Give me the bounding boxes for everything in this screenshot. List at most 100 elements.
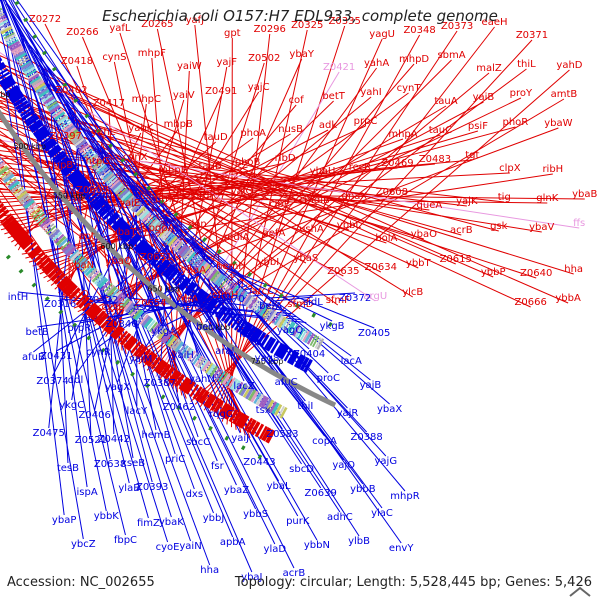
forward-gene-label[interactable]: ybaN [68, 260, 94, 271]
forward-gene-label[interactable]: ybbL [337, 220, 362, 231]
forward-gene-label[interactable]: Z0348 [403, 25, 435, 36]
forward-gene-label[interactable]: yafL [109, 23, 131, 34]
forward-gene-label[interactable]: ybaT [112, 227, 137, 238]
reverse-gene-label[interactable]: sbcD [289, 464, 314, 475]
reverse-gene-label[interactable]: yagQ [277, 325, 303, 336]
forward-gene-label[interactable]: hupB [47, 160, 73, 171]
forward-gene-label[interactable]: tauD [204, 132, 228, 143]
forward-gene-label[interactable]: clpP [269, 199, 290, 210]
forward-gene-label[interactable]: sfmD [287, 299, 313, 310]
reverse-gene-label[interactable]: ykgA [151, 326, 176, 337]
reverse-gene-label[interactable]: priC [165, 454, 185, 465]
forward-gene-label[interactable]: apt [78, 231, 94, 242]
forward-gene-label[interactable]: yajQ [231, 186, 254, 197]
reverse-gene-label[interactable]: Z0372 [339, 293, 371, 304]
forward-gene-label[interactable]: ybbA [555, 293, 581, 304]
reverse-gene-label[interactable]: Z0406 [79, 410, 111, 421]
forward-gene-label[interactable]: pgpA [149, 223, 175, 234]
forward-gene-label[interactable]: yaiV [173, 90, 195, 101]
reverse-gene-label[interactable]: sbcC [186, 437, 210, 448]
reverse-gene-label[interactable]: ybaP [52, 515, 76, 526]
forward-gene-label[interactable]: ybbI [258, 257, 280, 268]
reverse-gene-label[interactable]: mhpR [390, 491, 419, 502]
reverse-gene-label[interactable]: araJ [215, 346, 234, 357]
reverse-gene-label[interactable]: Z0346 [105, 319, 137, 330]
forward-gene-label[interactable]: Z0418 [61, 56, 93, 67]
forward-gene-label[interactable]: thiL [517, 59, 536, 70]
reverse-gene-label[interactable]: Z0475 [33, 428, 65, 439]
forward-gene-label[interactable]: hemH [216, 261, 246, 272]
forward-gene-label[interactable]: Z0502 [248, 53, 280, 64]
reverse-gene-label[interactable]: dxs [186, 489, 203, 500]
forward-gene-label[interactable]: tauC [429, 125, 452, 136]
reverse-gene-label[interactable]: Z0374 [36, 376, 68, 387]
forward-gene-label[interactable]: Z0325 [291, 20, 323, 31]
reverse-gene-label[interactable]: yajB [360, 380, 382, 391]
forward-gene-label[interactable]: ybbT [406, 258, 432, 269]
reverse-gene-label[interactable]: afuC [275, 377, 298, 388]
reverse-gene-label[interactable]: cynR [86, 347, 111, 358]
reverse-gene-label[interactable]: Z0431 [40, 351, 72, 362]
forward-gene-label[interactable]: Z0421 [323, 62, 355, 73]
forward-gene-label[interactable]: acrB [450, 225, 473, 236]
forward-gene-label[interactable]: psiF [468, 121, 488, 132]
reverse-gene-label[interactable]: betI [196, 322, 215, 333]
forward-gene-label[interactable]: yajK [456, 196, 478, 207]
forward-gene-label[interactable]: betT [322, 91, 345, 102]
forward-gene-label[interactable]: Z0266 [66, 27, 98, 38]
forward-gene-label[interactable]: malZ [476, 63, 502, 74]
forward-gene-label[interactable]: ybaA [181, 265, 206, 276]
reverse-gene-label[interactable]: sidL [303, 297, 323, 308]
forward-gene-label[interactable]: tig [498, 192, 511, 203]
forward-gene-label[interactable]: ribD [275, 153, 296, 164]
forward-gene-label[interactable]: amtB [551, 89, 578, 100]
reverse-gene-label[interactable]: lacI [239, 329, 256, 340]
reverse-gene-label[interactable]: yahN [189, 374, 215, 385]
forward-gene-label[interactable]: Z0272 [29, 14, 61, 25]
forward-gene-label[interactable]: nrdR [193, 190, 217, 201]
forward-gene-label[interactable]: sbmA [437, 50, 465, 61]
forward-gene-label[interactable]: yafJ [186, 15, 205, 26]
reverse-gene-label[interactable]: ybbB [350, 484, 376, 495]
forward-gene-label[interactable]: ylcB [402, 287, 423, 298]
forward-gene-label[interactable]: yahD [556, 60, 582, 71]
reverse-gene-label[interactable]: hha [200, 565, 219, 576]
reverse-gene-label[interactable]: ybaJ [241, 572, 262, 583]
reverse-gene-label[interactable]: fsr [211, 461, 225, 472]
forward-gene-label[interactable]: Z0491 [205, 86, 237, 97]
reverse-gene-label[interactable]: ykgC [59, 400, 84, 411]
forward-gene-label[interactable]: lon [191, 219, 206, 230]
forward-gene-label[interactable]: Z0417 [93, 98, 125, 109]
forward-gene-label[interactable]: clpX [499, 163, 521, 174]
reverse-gene-label[interactable]: Z0638 [94, 459, 126, 470]
reverse-gene-label[interactable]: purK [286, 516, 310, 527]
forward-gene-label[interactable]: ybaQ [105, 256, 131, 267]
forward-gene-label[interactable]: ybbP [481, 267, 506, 278]
forward-gene-label[interactable]: yajF [216, 57, 237, 68]
forward-gene-label[interactable]: brnQ [155, 194, 180, 205]
reverse-gene-label[interactable]: prpR [67, 323, 91, 334]
reverse-gene-label[interactable]: yajO [332, 460, 355, 471]
reverse-gene-label[interactable]: intH [8, 292, 29, 303]
reverse-gene-label[interactable]: Z0404 [293, 349, 325, 360]
forward-gene-label[interactable]: recR [349, 162, 372, 173]
forward-gene-label[interactable]: cynT [397, 83, 422, 94]
reverse-gene-label[interactable]: Z0462 [163, 402, 195, 413]
forward-gene-label[interactable]: cof [289, 95, 305, 106]
forward-gene-label[interactable]: Z0469 [381, 158, 413, 169]
reverse-gene-label[interactable]: acrB [283, 568, 306, 579]
forward-gene-label[interactable]: Z0373 [441, 21, 473, 32]
forward-gene-label[interactable]: yahA [364, 58, 389, 69]
reverse-gene-label[interactable]: Z0583 [266, 429, 298, 440]
reverse-gene-label[interactable]: afuB [22, 352, 45, 363]
reverse-gene-label[interactable]: yaiM [129, 354, 152, 365]
forward-gene-label[interactable]: ribH [542, 164, 563, 175]
forward-gene-label[interactable]: yagU [369, 29, 395, 40]
reverse-gene-label[interactable]: ybaZ [224, 485, 249, 496]
forward-gene-label[interactable]: arcC [252, 286, 275, 297]
reverse-gene-label[interactable]: ybaX [377, 404, 402, 415]
reverse-gene-label[interactable]: ykgB [320, 321, 345, 332]
forward-gene-label[interactable]: tgt [465, 150, 479, 161]
reverse-gene-label[interactable]: ispA [77, 487, 98, 498]
forward-gene-label[interactable]: phoB [235, 157, 261, 168]
